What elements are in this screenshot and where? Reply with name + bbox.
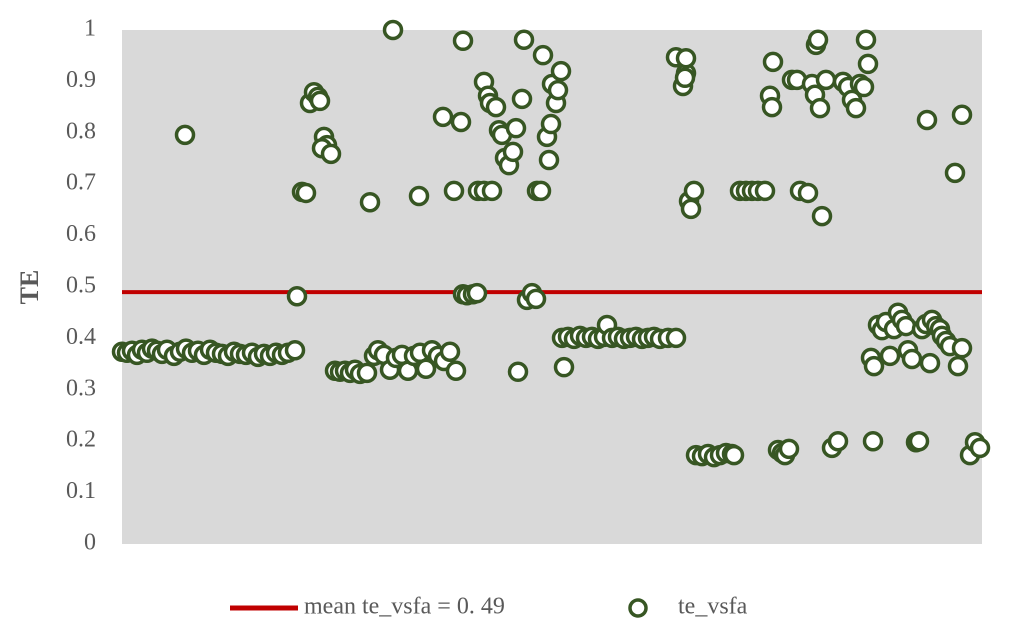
legend-label: te_vsfa bbox=[678, 594, 748, 620]
y-tick-label: 0.5 bbox=[66, 273, 96, 299]
point bbox=[908, 430, 930, 452]
y-tick-label: 0.3 bbox=[66, 375, 96, 401]
y-tick-label: 0 bbox=[84, 530, 96, 556]
point bbox=[553, 356, 575, 378]
point bbox=[853, 76, 875, 98]
point bbox=[505, 117, 527, 139]
point bbox=[525, 288, 547, 310]
point bbox=[862, 430, 884, 452]
point bbox=[761, 96, 783, 118]
point bbox=[408, 185, 430, 207]
y-tick-label: 0.2 bbox=[66, 427, 96, 453]
point bbox=[415, 358, 437, 379]
point bbox=[532, 44, 554, 66]
y-tick-label: 0.1 bbox=[66, 478, 96, 504]
point bbox=[674, 67, 696, 89]
legend-label: mean te_vsfa = 0. 49 bbox=[304, 594, 505, 620]
point bbox=[502, 141, 524, 163]
point bbox=[723, 444, 745, 466]
point bbox=[919, 352, 941, 374]
point bbox=[879, 345, 901, 367]
point bbox=[778, 438, 800, 460]
point bbox=[284, 339, 306, 361]
y-tick-label: 1 bbox=[84, 16, 96, 42]
point bbox=[855, 29, 877, 51]
y-tick-label: 0.9 bbox=[66, 67, 96, 93]
point bbox=[947, 355, 969, 377]
point bbox=[538, 149, 560, 171]
point bbox=[951, 337, 973, 359]
point bbox=[815, 69, 837, 91]
point bbox=[550, 60, 572, 82]
point bbox=[511, 88, 533, 110]
point bbox=[286, 286, 308, 307]
point bbox=[807, 29, 829, 51]
point bbox=[916, 109, 938, 131]
point bbox=[320, 143, 342, 165]
point bbox=[901, 348, 923, 370]
point bbox=[450, 111, 472, 133]
point bbox=[797, 182, 819, 204]
point bbox=[295, 182, 317, 204]
point bbox=[443, 180, 465, 202]
point bbox=[445, 360, 467, 382]
y-tick-label: 0.4 bbox=[66, 324, 96, 350]
point bbox=[857, 53, 879, 75]
point bbox=[513, 29, 535, 51]
point bbox=[507, 361, 529, 383]
y-tick-label: 0.8 bbox=[66, 118, 96, 144]
point bbox=[432, 106, 454, 128]
y-tick-label: 0.7 bbox=[66, 170, 96, 196]
point bbox=[466, 282, 488, 304]
point bbox=[665, 327, 687, 349]
point bbox=[754, 180, 776, 202]
y-axis-label: TE bbox=[15, 270, 44, 305]
point bbox=[762, 51, 784, 73]
point bbox=[174, 124, 196, 146]
point bbox=[827, 430, 849, 452]
point bbox=[356, 362, 378, 384]
point bbox=[683, 180, 705, 202]
point bbox=[309, 90, 331, 112]
point bbox=[845, 97, 867, 119]
point bbox=[809, 97, 831, 119]
legend-swatch bbox=[628, 598, 648, 618]
point bbox=[944, 162, 966, 184]
point bbox=[359, 191, 381, 213]
point bbox=[485, 96, 507, 118]
y-tick-label: 0.6 bbox=[66, 221, 96, 247]
point bbox=[680, 198, 702, 220]
point bbox=[481, 180, 503, 202]
point bbox=[547, 79, 569, 101]
point bbox=[951, 104, 973, 126]
point bbox=[439, 341, 461, 363]
point bbox=[382, 19, 404, 41]
point bbox=[452, 30, 474, 52]
point bbox=[969, 437, 991, 459]
point bbox=[863, 355, 885, 377]
point bbox=[675, 48, 697, 69]
point bbox=[530, 180, 552, 202]
point bbox=[540, 113, 562, 135]
point bbox=[895, 315, 917, 337]
point bbox=[811, 205, 833, 227]
